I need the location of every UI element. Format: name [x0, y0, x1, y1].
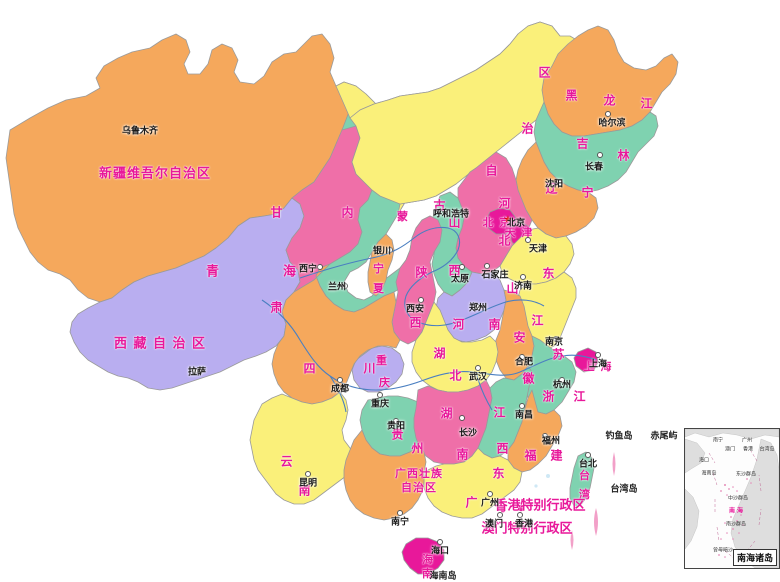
- inset-landmass: [685, 429, 779, 568]
- south-china-sea-inset: 南宁 广州 澳门 香港 台湾岛 海口 海南岛 东沙群岛 中沙群岛南 海南沙群岛 曾母暗沙 南海诸岛: [684, 428, 780, 569]
- rivers: [261, 226, 597, 413]
- capital-dot-marker: [487, 491, 493, 497]
- capital-star-marker: ★: [503, 214, 513, 226]
- region-beijing: [485, 207, 517, 235]
- region-fujian: [507, 389, 563, 473]
- region-chongqing: [351, 345, 405, 393]
- capital-dot-marker: [475, 304, 481, 310]
- region-hainan: [401, 537, 445, 575]
- capital-dot-marker: [525, 237, 531, 243]
- region-taiwan: [569, 451, 595, 507]
- capital-dot-marker: [597, 152, 603, 158]
- capital-dot-marker: [192, 368, 198, 374]
- capital-dot-marker: [317, 264, 323, 270]
- capital-dot-marker: [595, 352, 601, 358]
- capital-dot-marker: [542, 433, 548, 439]
- capital-dot-marker: [519, 403, 525, 409]
- yangtze-river: [261, 299, 597, 391]
- capital-dot-marker: [459, 415, 465, 421]
- capital-dot-marker: [437, 539, 443, 545]
- capital-dot-marker: [137, 128, 143, 134]
- island-strip-1: [612, 452, 616, 476]
- river-tributary-2: [475, 371, 493, 411]
- capital-dot-marker: [484, 263, 490, 269]
- capital-dot-marker: [337, 377, 343, 383]
- region-macau: [500, 507, 506, 513]
- capital-dot-marker: [342, 283, 348, 289]
- island-strip-3: [570, 530, 574, 550]
- capital-dot-marker: [418, 297, 424, 303]
- capital-dot-marker: [605, 111, 611, 117]
- capital-dot-marker: [557, 180, 563, 186]
- capital-dot-marker: [397, 510, 403, 516]
- inset-map-svg: [685, 429, 779, 568]
- capital-dot-marker: [517, 512, 523, 518]
- capital-dot-marker: [393, 418, 399, 424]
- capital-dot-marker: [520, 274, 526, 280]
- inset-title: 南海诸岛: [732, 549, 777, 566]
- island-dot-1: [546, 474, 550, 478]
- region-guangxi: [343, 429, 427, 521]
- region-shanghai: [573, 347, 599, 373]
- region-guangdong: [423, 447, 523, 519]
- island-strip-2: [594, 508, 598, 536]
- region-hongkong: [517, 504, 525, 512]
- capital-dot-marker: [305, 471, 311, 477]
- capital-dot-marker: [475, 365, 481, 371]
- island-dot-2: [534, 484, 538, 488]
- capital-dot-marker: [559, 377, 565, 383]
- yellow-river: [299, 226, 545, 327]
- capital-dot-marker: [459, 264, 465, 270]
- capital-dot-marker: [519, 354, 525, 360]
- region-shandong: [499, 227, 575, 285]
- capital-dot-marker: [585, 452, 591, 458]
- capital-dot-marker: [452, 210, 458, 216]
- capital-dot-marker: [377, 392, 383, 398]
- capital-dot-marker: [387, 247, 393, 253]
- capital-dot-marker: [497, 512, 503, 518]
- region-yunnan: [249, 391, 355, 505]
- river-tributary-1: [329, 375, 347, 413]
- capital-dot-marker: [553, 336, 559, 342]
- inset-island-dots: [718, 478, 752, 558]
